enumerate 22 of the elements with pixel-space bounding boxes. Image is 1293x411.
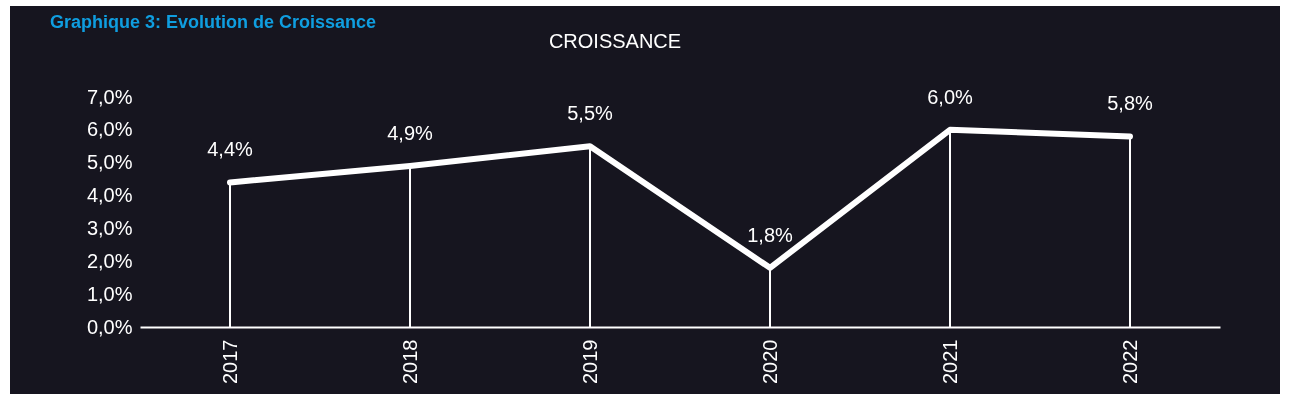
- data-label: 1,8%: [747, 223, 794, 246]
- x-tick-label: 2020: [758, 339, 781, 384]
- data-label: 6,0%: [927, 85, 974, 108]
- x-tick-label: 2021: [938, 339, 961, 384]
- x-tick-label: 2022: [1118, 339, 1141, 384]
- y-tick-label: 7,0%: [86, 85, 133, 108]
- data-label: 4,4%: [207, 138, 254, 161]
- x-tick-label: 2017: [218, 339, 241, 384]
- data-label: 5,8%: [1107, 92, 1154, 115]
- y-tick-label: 6,0%: [86, 118, 133, 141]
- y-tick-label: 4,0%: [86, 184, 133, 207]
- y-tick-label: 0,0%: [86, 315, 133, 338]
- data-label: 4,9%: [387, 122, 434, 144]
- chart-title: Graphique 3: Evolution de Croissance: [50, 12, 377, 32]
- y-tick-label: 2,0%: [86, 249, 133, 272]
- y-tick-label: 5,0%: [86, 151, 133, 174]
- x-tick-label: 2019: [578, 339, 601, 384]
- y-tick-label: 3,0%: [86, 216, 133, 239]
- data-label: 5,5%: [567, 102, 614, 125]
- y-tick-label: 1,0%: [86, 282, 133, 305]
- x-tick-label: 2018: [398, 339, 421, 384]
- chart-subtitle: CROISSANCE: [548, 30, 682, 52]
